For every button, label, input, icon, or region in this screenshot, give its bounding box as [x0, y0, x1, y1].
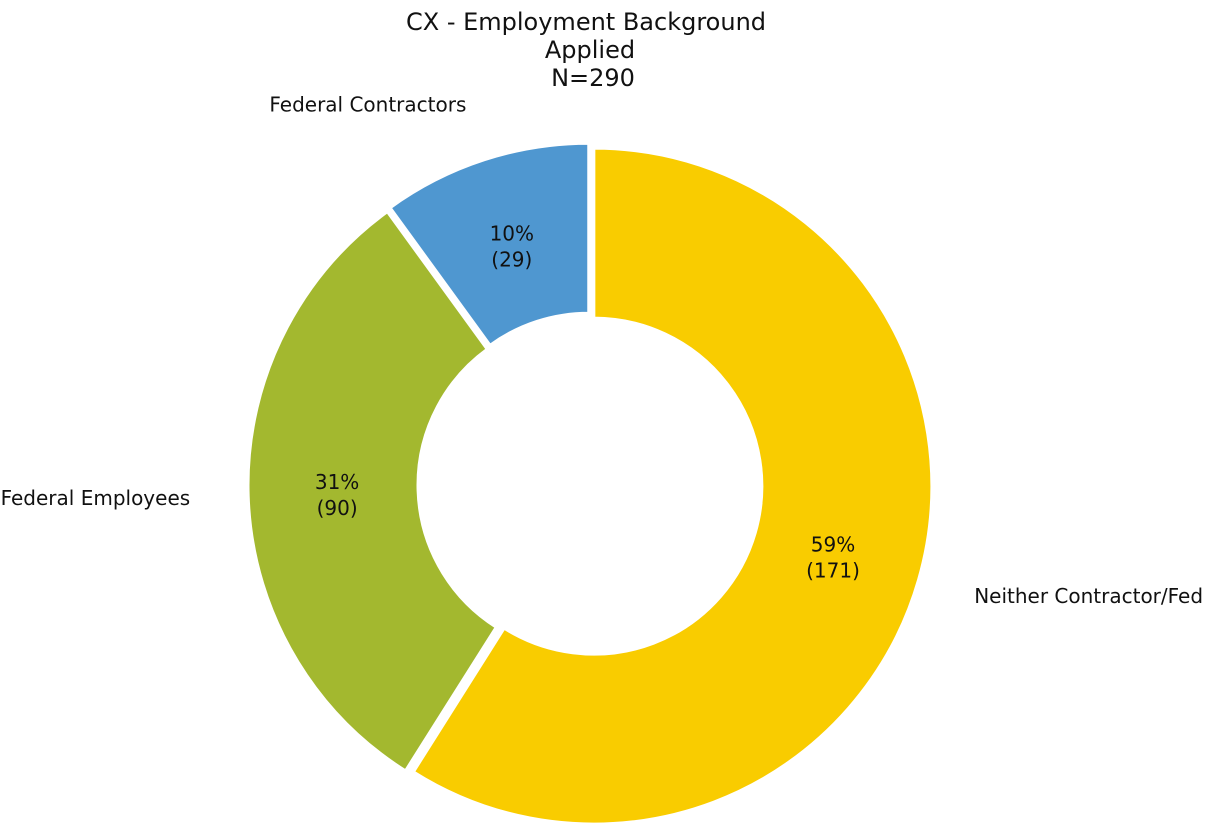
donut-slices	[246, 141, 934, 826]
donut-slice-0	[411, 146, 934, 826]
donut-labels: Neither Contractor/Fed 59%(171) Federal Em…	[1, 93, 1203, 609]
slice-percent-label-1: 31%	[315, 470, 359, 494]
chart-title-line-1: CX - Employment Background	[406, 8, 766, 36]
slice-category-label-1: Federal Employees	[1, 486, 191, 510]
chart-title: CX - Employment Background Applied N=290	[406, 8, 766, 92]
donut-slice-1	[246, 209, 499, 773]
slice-count-label-2: (29)	[491, 247, 532, 271]
chart-title-line-3: N=290	[551, 64, 635, 92]
slice-count-label-0: (171)	[806, 558, 860, 582]
slice-count-label-1: (90)	[317, 496, 358, 520]
donut-slice-2	[387, 141, 591, 348]
slice-category-label-2: Federal Contractors	[269, 93, 466, 117]
slice-percent-label-0: 59%	[811, 532, 855, 556]
slice-category-label-0: Neither Contractor/Fed	[974, 584, 1203, 608]
chart-title-line-2: Applied	[545, 36, 635, 64]
slice-percent-label-2: 10%	[490, 221, 534, 245]
